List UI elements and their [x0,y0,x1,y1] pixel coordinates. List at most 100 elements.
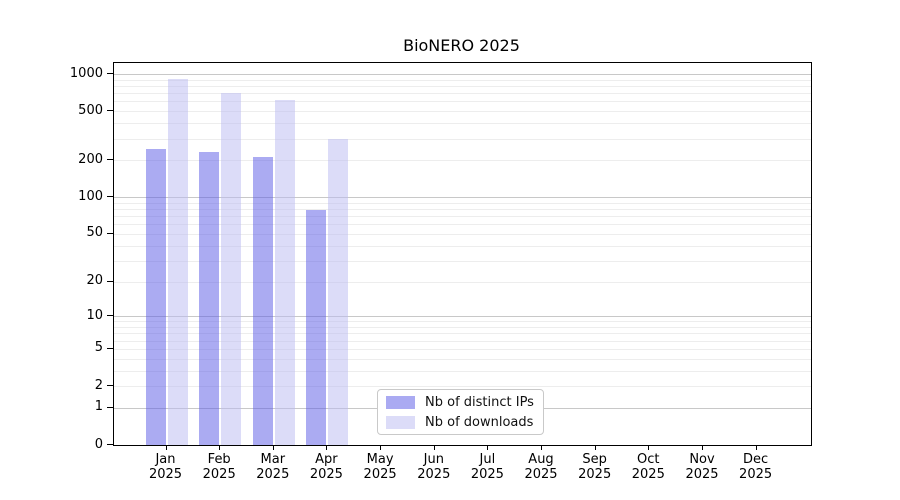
x-tick-label-nov: Nov 2025 [674,452,730,482]
x-tick-year: 2025 [202,467,236,482]
legend-swatch-downloads [386,415,415,429]
x-tick-month: Dec [743,452,769,467]
x-tick-mark [541,445,542,450]
x-tick-month: Sep [582,452,607,467]
y-tick-label: 1000 [69,65,103,81]
y-tick-mark [107,73,113,74]
x-tick-mark [755,445,757,450]
legend-swatch-distinct-ips [386,395,415,409]
gridline-minor [114,260,811,262]
x-tick-mark [702,445,703,450]
bar-downloads-apr [328,138,349,445]
y-tick-mark [107,315,113,317]
x-tick-label-oct: Oct 2025 [620,452,676,482]
y-tick-label: 2 [94,377,103,393]
y-tick-mark [107,280,113,282]
y-tick-label: 100 [78,188,103,204]
gridline-minor [114,370,811,372]
x-tick-month: Jun [423,452,444,467]
x-tick-year: 2025 [524,467,558,482]
gridline-minor [114,321,811,323]
x-tick-year: 2025 [739,467,773,482]
x-tick-month: Nov [689,452,715,467]
gridline-minor [114,123,811,125]
y-tick-mark [107,347,113,349]
y-tick-mark [107,159,113,161]
y-tick-label: 500 [78,102,103,118]
x-tick-month: Jan [155,452,176,467]
x-tick-month: Oct [637,452,660,467]
gridline-major [114,316,811,318]
x-tick-label-jan: Jan 2025 [138,452,194,482]
y-tick-mark [107,385,113,386]
x-tick-mark [487,445,489,450]
x-tick-year: 2025 [685,467,719,482]
gridline-minor [114,138,811,140]
x-tick-label-may: May 2025 [352,452,408,482]
y-tick-mark [107,196,113,198]
bar-distinct-ips-feb [199,152,220,445]
bar-distinct-ips-apr [306,210,327,445]
x-tick-mark [272,445,274,450]
gridline-minor [114,245,811,247]
bar-downloads-jan [167,79,188,445]
y-tick-label: 0 [94,436,103,452]
x-tick-mark [326,445,328,450]
gridline-minor [114,202,811,204]
x-tick-label-dec: Dec 2025 [728,452,784,482]
gridline-minor [114,281,811,283]
gridline-minor [114,111,811,113]
x-tick-mark [648,445,650,450]
gridline-minor [114,233,811,235]
bar-distinct-ips-jan [145,148,166,445]
gridline-minor [114,216,811,218]
x-tick-mark [165,445,167,450]
bar-downloads-feb [221,93,242,445]
x-tick-month: Feb [207,452,231,467]
chart-title: BioNERO 2025 [403,36,520,55]
x-tick-month: Mar [260,452,286,467]
x-tick-year: 2025 [417,467,451,482]
bar-downloads-mar [274,99,295,445]
y-tick-mark [107,444,113,445]
y-tick-label: 200 [78,151,103,167]
legend: Nb of distinct IPs Nb of downloads [377,389,544,435]
y-tick-label: 1 [94,399,103,415]
gridline-minor [114,333,811,335]
gridline-minor [114,348,811,350]
y-tick-mark [107,232,113,234]
gridline-minor [114,358,811,360]
x-tick-year: 2025 [578,467,612,482]
x-tick-label-aug: Aug 2025 [513,452,569,482]
x-tick-month: Jul [479,452,496,467]
y-tick-label: 10 [86,307,103,323]
x-tick-label-apr: Apr 2025 [298,452,354,482]
x-tick-mark [433,445,435,450]
x-tick-mark [380,445,382,450]
x-tick-year: 2025 [148,467,183,482]
legend-label-distinct-ips: Nb of distinct IPs [425,394,534,410]
x-tick-mark [594,445,596,450]
gridline-minor [114,386,811,387]
x-tick-year: 2025 [309,467,343,482]
x-tick-year: 2025 [470,467,504,482]
y-tick-label: 50 [86,225,103,241]
x-tick-mark [219,445,221,450]
x-tick-year: 2025 [256,467,290,482]
gridline-major [114,197,811,199]
x-tick-month: Aug [528,452,554,467]
y-tick-label: 20 [86,273,103,288]
x-tick-month: Apr [315,452,338,467]
x-tick-month: May [366,452,394,467]
gridline-minor [114,79,811,81]
gridline-minor [114,93,811,95]
legend-row-distinct-ips: Nb of distinct IPs [378,394,543,411]
gridline-minor [114,224,811,226]
legend-label-downloads: Nb of downloads [425,414,534,430]
x-tick-year: 2025 [363,467,397,482]
gridline-minor [114,160,811,162]
gridline-minor [114,327,811,328]
x-tick-label-jun: Jun 2025 [406,452,462,482]
y-tick-mark [107,406,113,408]
